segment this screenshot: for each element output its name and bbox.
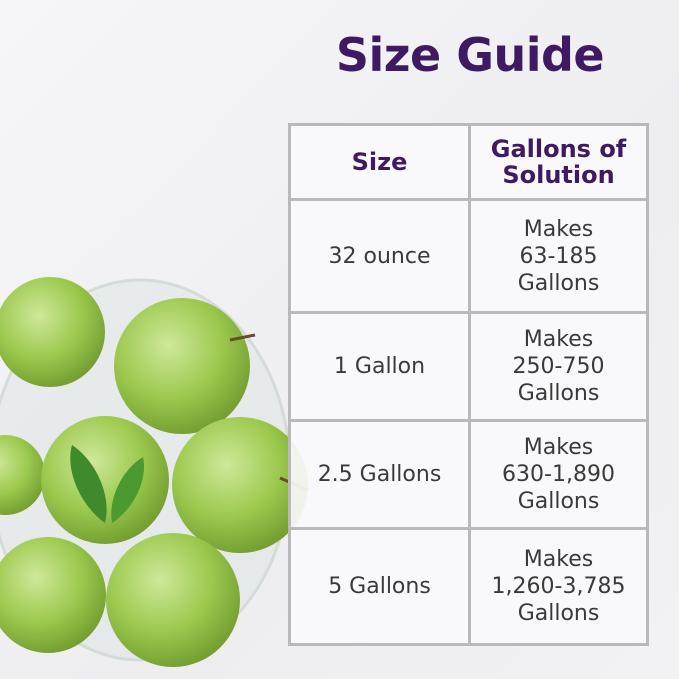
header-gallons: Gallons of Solution [468, 123, 649, 201]
table-row: 32 ounce Makes 63-185 Gallons [288, 198, 649, 314]
size-cell: 2.5 Gallons [288, 419, 471, 530]
table-row: 5 Gallons Makes 1,260-3,785 Gallons [288, 527, 649, 646]
yield-cell: Makes 63-185 Gallons [468, 198, 649, 314]
size-cell: 5 Gallons [288, 527, 471, 646]
table-row: 2.5 Gallons Makes 630-1,890 Gallons [288, 419, 649, 530]
yield-cell: Makes 1,260-3,785 Gallons [468, 527, 649, 646]
leaf-icon [70, 445, 145, 523]
header-size: Size [288, 123, 471, 201]
size-cell: 32 ounce [288, 198, 471, 314]
yield-cell: Makes 250-750 Gallons [468, 311, 649, 422]
apples-bowl-image [0, 277, 309, 667]
table-header-row: Size Gallons of Solution [288, 123, 649, 201]
size-guide-table: Size Gallons of Solution 32 ounce Makes … [288, 123, 649, 646]
size-cell: 1 Gallon [288, 311, 471, 422]
table-row: 1 Gallon Makes 250-750 Gallons [288, 311, 649, 422]
page-title: Size Guide [335, 28, 605, 82]
yield-cell: Makes 630-1,890 Gallons [468, 419, 649, 530]
